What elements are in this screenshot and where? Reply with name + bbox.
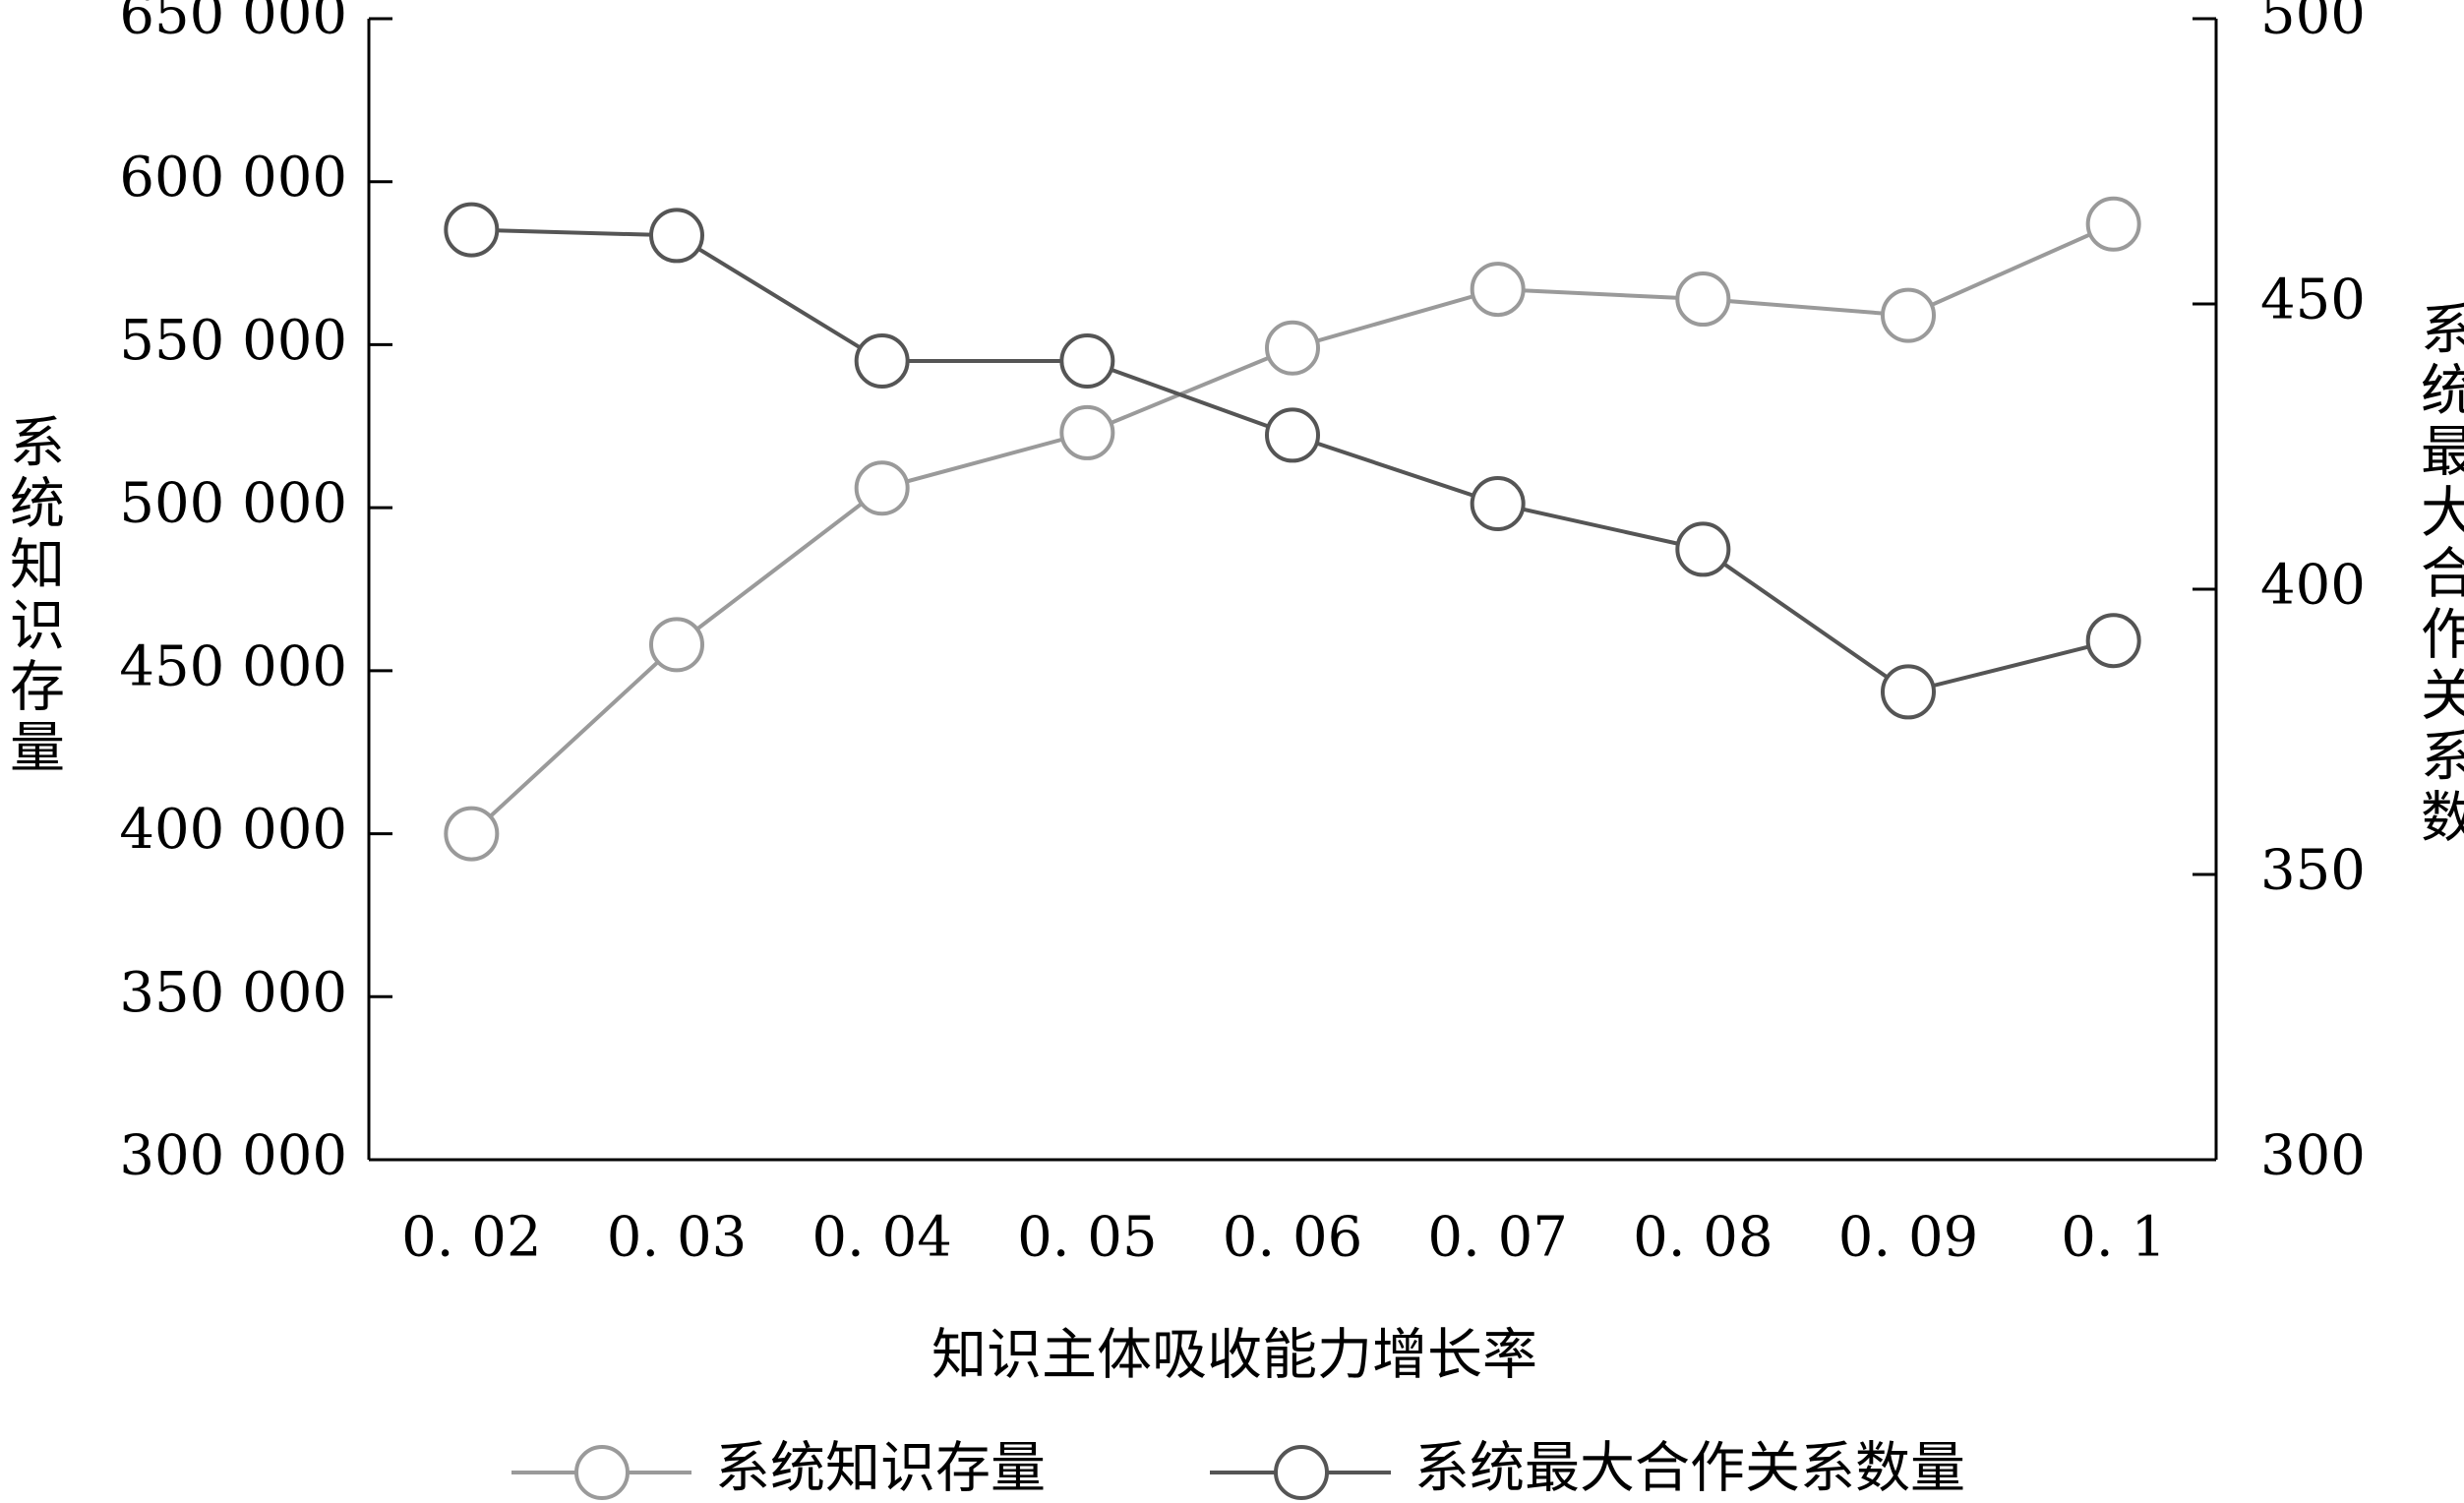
x-tick-label: 0. 03: [607, 1206, 748, 1270]
y2-tick-label: 400: [2260, 554, 2366, 618]
y-tick-label: 550 000: [119, 309, 347, 373]
point-marker: [444, 202, 500, 258]
x-tick-label: 0. 1: [2061, 1206, 2166, 1270]
legend-marker: [1274, 1445, 1329, 1500]
point-marker: [2085, 613, 2141, 669]
y-axis-title: 系统知识存量: [1, 413, 65, 779]
point-marker: [1470, 262, 1526, 318]
legend-label: 系统知识存量: [715, 1437, 1046, 1501]
point-marker: [1059, 333, 1115, 389]
x-tick-label: 0. 05: [1017, 1206, 1158, 1270]
point-marker: [1265, 320, 1320, 376]
point-marker: [1881, 287, 1936, 343]
y-tick-label: 350 000: [119, 961, 347, 1025]
x-tick-label: 0. 08: [1633, 1206, 1773, 1270]
x-tick-label: 0. 02: [401, 1206, 542, 1270]
point-marker: [1265, 407, 1320, 463]
x-tick-label: 0. 06: [1223, 1206, 1363, 1270]
point-marker: [1881, 664, 1936, 720]
y2-axis-title: 系统最大合作关系数: [2412, 300, 2464, 849]
point-marker: [854, 460, 910, 516]
x-tick-label: 0. 04: [811, 1206, 952, 1270]
point-marker: [2085, 196, 2141, 252]
point-marker: [649, 617, 704, 673]
y-tick-label: 500 000: [119, 472, 347, 536]
point-marker: [649, 208, 704, 264]
y-tick-label: 650 000: [119, 0, 347, 47]
point-marker: [444, 806, 500, 862]
x-tick-label: 0. 09: [1838, 1206, 1979, 1270]
legend-marker: [574, 1445, 630, 1500]
point-marker: [1059, 404, 1115, 460]
y-tick-label: 600 000: [119, 146, 347, 210]
x-tick-label: 0. 07: [1427, 1206, 1568, 1270]
point-marker: [1675, 521, 1731, 577]
y-tick-label: 400 000: [119, 798, 347, 862]
y-tick-label: 450 000: [119, 634, 347, 698]
legend-label: 系统最大合作关系数量: [1414, 1437, 1965, 1501]
y-tick-label: 300 000: [119, 1124, 347, 1188]
point-marker: [1675, 271, 1731, 328]
y2-tick-label: 350: [2260, 839, 2366, 903]
point-marker: [854, 333, 910, 389]
x-axis-title: 知识主体吸收能力增长率: [932, 1324, 1537, 1388]
y2-tick-label: 450: [2260, 269, 2366, 332]
point-marker: [1470, 476, 1526, 531]
y2-tick-label: 300: [2260, 1124, 2366, 1188]
y2-tick-label: 500: [2260, 0, 2366, 47]
series-line: [469, 221, 2115, 836]
